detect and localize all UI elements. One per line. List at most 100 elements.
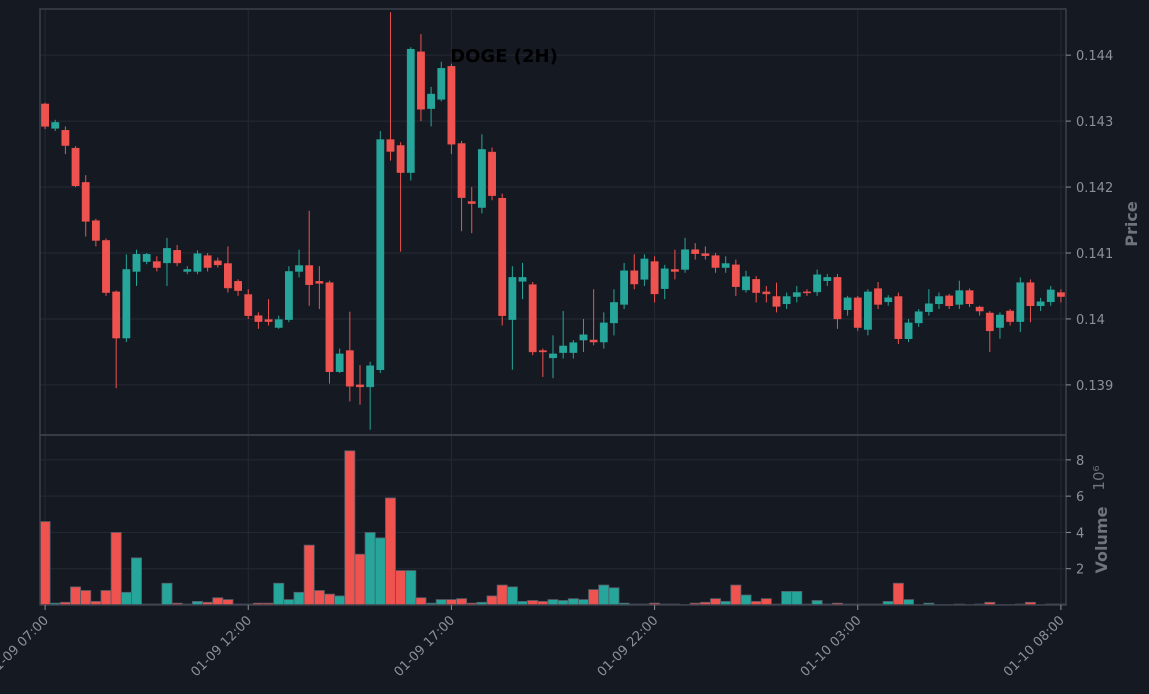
candle-body xyxy=(203,255,212,268)
volume-bar xyxy=(781,590,793,606)
volume-bar xyxy=(435,599,447,606)
volume-bar xyxy=(364,532,376,606)
volume-bar xyxy=(344,450,356,606)
candle-body xyxy=(508,277,517,320)
candle-body xyxy=(640,258,649,280)
candle-body xyxy=(295,265,303,272)
candle-body xyxy=(935,296,943,305)
volume-bar xyxy=(486,595,498,606)
volume-bar xyxy=(395,570,407,606)
candle-body xyxy=(366,365,375,388)
candle-body xyxy=(102,240,110,293)
candle-body xyxy=(975,306,984,312)
candle-body xyxy=(173,250,182,264)
volume-bar xyxy=(100,590,112,606)
volume-bar xyxy=(70,586,82,606)
x-tick-label: 01-10 08:00 xyxy=(1001,613,1068,680)
candle-body xyxy=(762,291,771,295)
candle-body xyxy=(447,66,456,145)
candle-body xyxy=(386,139,395,152)
volume-bar xyxy=(334,595,346,606)
candle-body xyxy=(914,311,923,324)
volume-bar xyxy=(608,587,620,606)
candle-body xyxy=(264,319,273,322)
candle-body xyxy=(305,265,314,285)
candle-body xyxy=(518,277,527,282)
candle-body xyxy=(356,384,364,388)
volume-bar xyxy=(80,590,92,606)
y-tick-label: 0.143 xyxy=(1076,115,1113,130)
candle-body xyxy=(467,201,476,204)
candle-body xyxy=(843,297,852,310)
candle-body xyxy=(274,319,283,328)
y-tick-label: 0.14 xyxy=(1076,313,1105,328)
candle-body xyxy=(579,334,588,341)
candle-body xyxy=(1016,282,1025,322)
candle-body xyxy=(772,296,781,307)
candle-body xyxy=(213,260,222,266)
y-tick-label: 0.142 xyxy=(1076,181,1113,196)
volume-bar xyxy=(577,599,589,606)
volume-bar xyxy=(730,584,742,606)
candle-body xyxy=(630,270,639,285)
candle-body xyxy=(498,198,507,316)
candle-body xyxy=(691,249,700,254)
candle-body xyxy=(752,279,761,293)
y-tick-label: 0.141 xyxy=(1076,247,1113,262)
volume-bar xyxy=(405,570,417,606)
candle-body xyxy=(833,277,842,320)
candle-body xyxy=(284,271,293,320)
grid xyxy=(40,9,1066,605)
candle-body xyxy=(996,314,1004,328)
candle-body xyxy=(549,353,557,359)
candle-body xyxy=(244,294,253,316)
candle-body xyxy=(965,290,974,305)
volume-bar xyxy=(161,582,173,606)
candle-body xyxy=(701,253,710,256)
candle-body xyxy=(620,270,629,305)
volume-bar xyxy=(547,599,559,606)
volume-bar xyxy=(588,589,600,606)
candle-body xyxy=(650,261,659,295)
y-tick-label: 0.139 xyxy=(1076,379,1113,394)
candle-body xyxy=(376,139,385,370)
candle-body xyxy=(823,277,832,281)
x-tick-label: 01-09 22:00 xyxy=(595,613,662,680)
x-tick-label: 01-09 07:00 xyxy=(0,613,52,680)
candle-body xyxy=(132,254,141,272)
candle-body xyxy=(559,345,568,353)
volume-bar xyxy=(903,599,915,606)
candle-body xyxy=(457,143,466,198)
candle-body xyxy=(853,297,862,328)
candle-body xyxy=(193,253,202,272)
volume-bar xyxy=(110,532,122,606)
volume-bar xyxy=(456,598,468,606)
y2-tick-label: 8 xyxy=(1076,454,1084,469)
volume-bar xyxy=(384,497,396,606)
candle-body xyxy=(884,297,893,303)
candle-body xyxy=(152,261,161,268)
candle-body xyxy=(406,48,415,173)
volume-axis-label: Volume xyxy=(1092,506,1111,573)
candle-body xyxy=(51,122,60,129)
volume-bar xyxy=(324,593,335,606)
candle-body xyxy=(681,249,689,270)
candle-body xyxy=(985,312,994,332)
volume-bar xyxy=(313,590,325,606)
candle-body xyxy=(731,264,740,287)
candle-body xyxy=(437,68,446,100)
volume-bar xyxy=(506,586,518,606)
y2-tick-label: 4 xyxy=(1076,526,1084,541)
candle-body xyxy=(569,342,578,353)
volume-bar xyxy=(892,582,904,606)
candle-body xyxy=(1006,310,1015,322)
candle-body xyxy=(945,295,954,306)
candle-body xyxy=(813,274,822,293)
candle-body xyxy=(396,145,405,173)
candle-body xyxy=(528,284,537,353)
volume-bar xyxy=(212,597,224,606)
candle-body xyxy=(874,288,882,305)
candle-body xyxy=(477,149,486,208)
y2-tick-label: 6 xyxy=(1076,490,1084,505)
candle-body xyxy=(782,296,791,305)
